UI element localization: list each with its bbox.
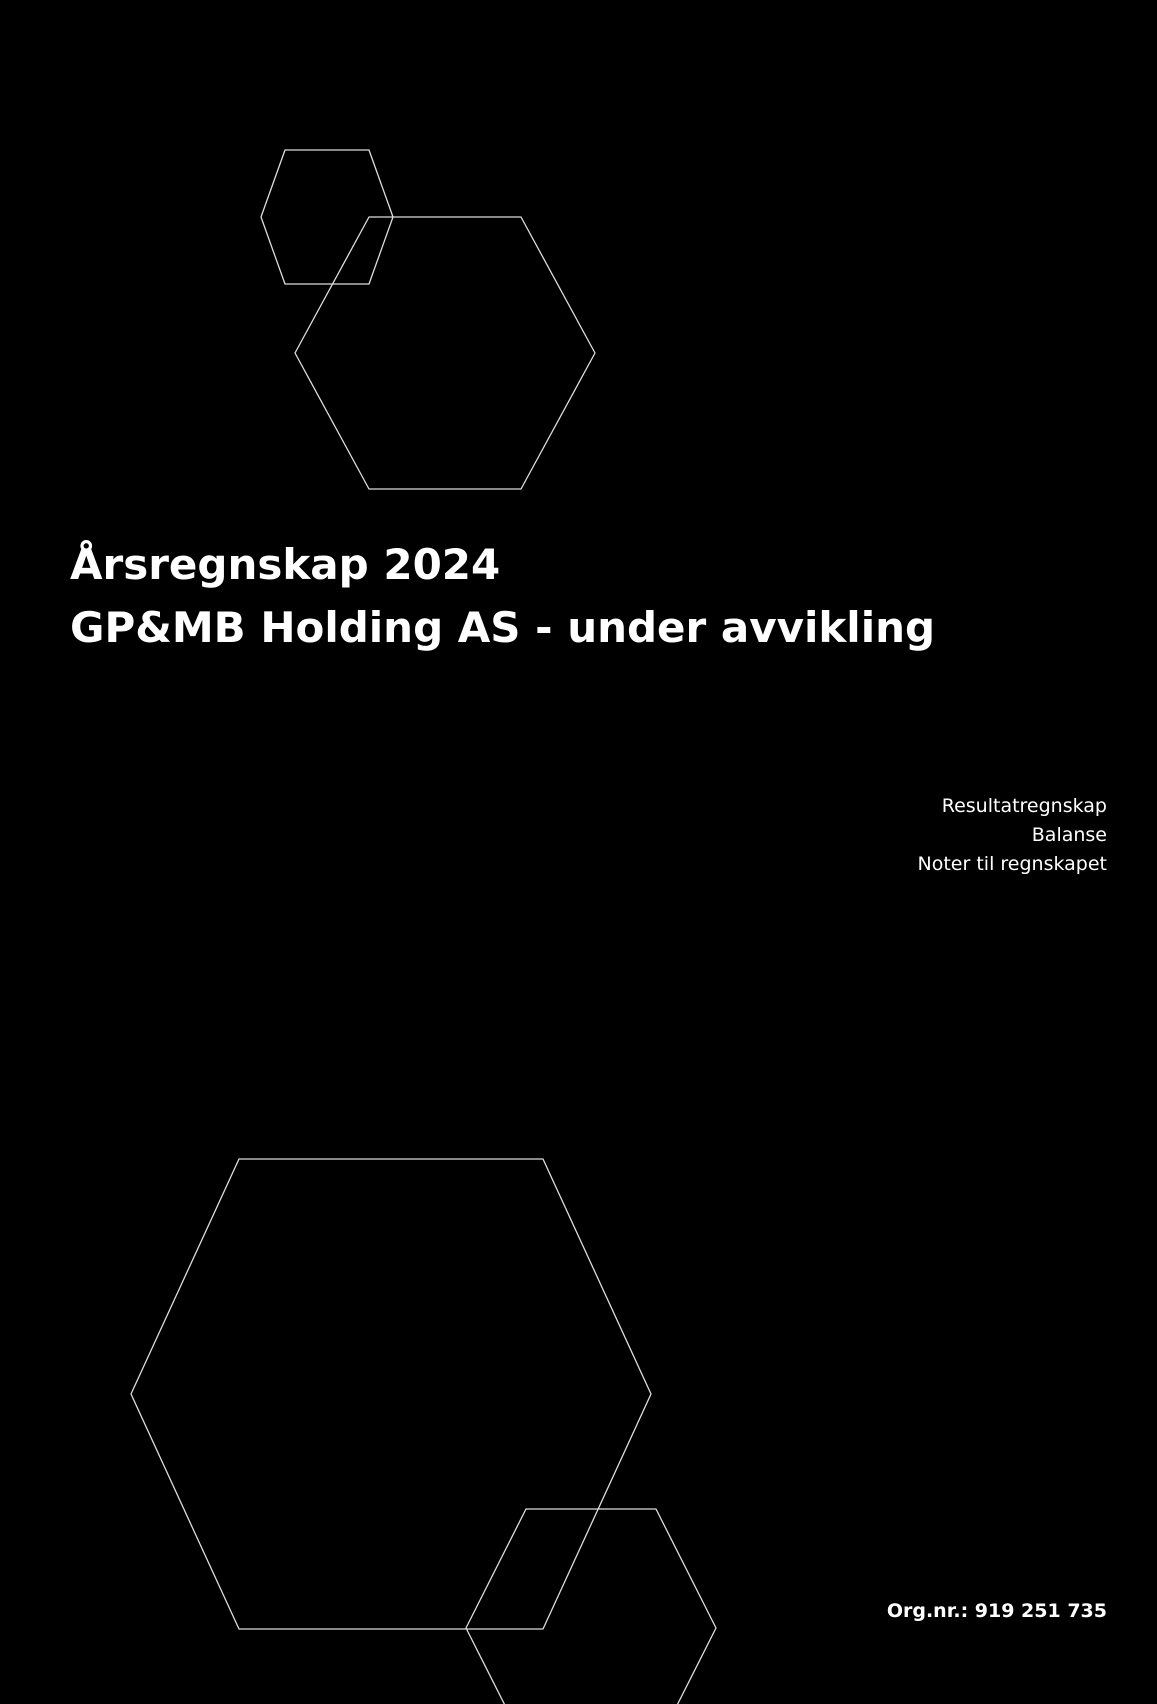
title-line: GP&MB Holding AS - under avvikling (70, 603, 936, 652)
hexagon-outline (294, 216, 596, 490)
org-number: Org.nr.: 919 251 735 (886, 1600, 1107, 1622)
hexagon-outline (130, 1158, 652, 1630)
contents-item: Noter til regnskapet (917, 853, 1107, 875)
hexagon-outline (465, 1508, 717, 1704)
contents-item: Balanse (1031, 824, 1107, 846)
title-line: Årsregnskap 2024 (70, 540, 501, 589)
contents-item: Resultatregnskap (941, 795, 1107, 817)
contents-list: Resultatregnskap Balanse Noter til regns… (918, 792, 1107, 879)
hexagon-outline (260, 149, 394, 285)
